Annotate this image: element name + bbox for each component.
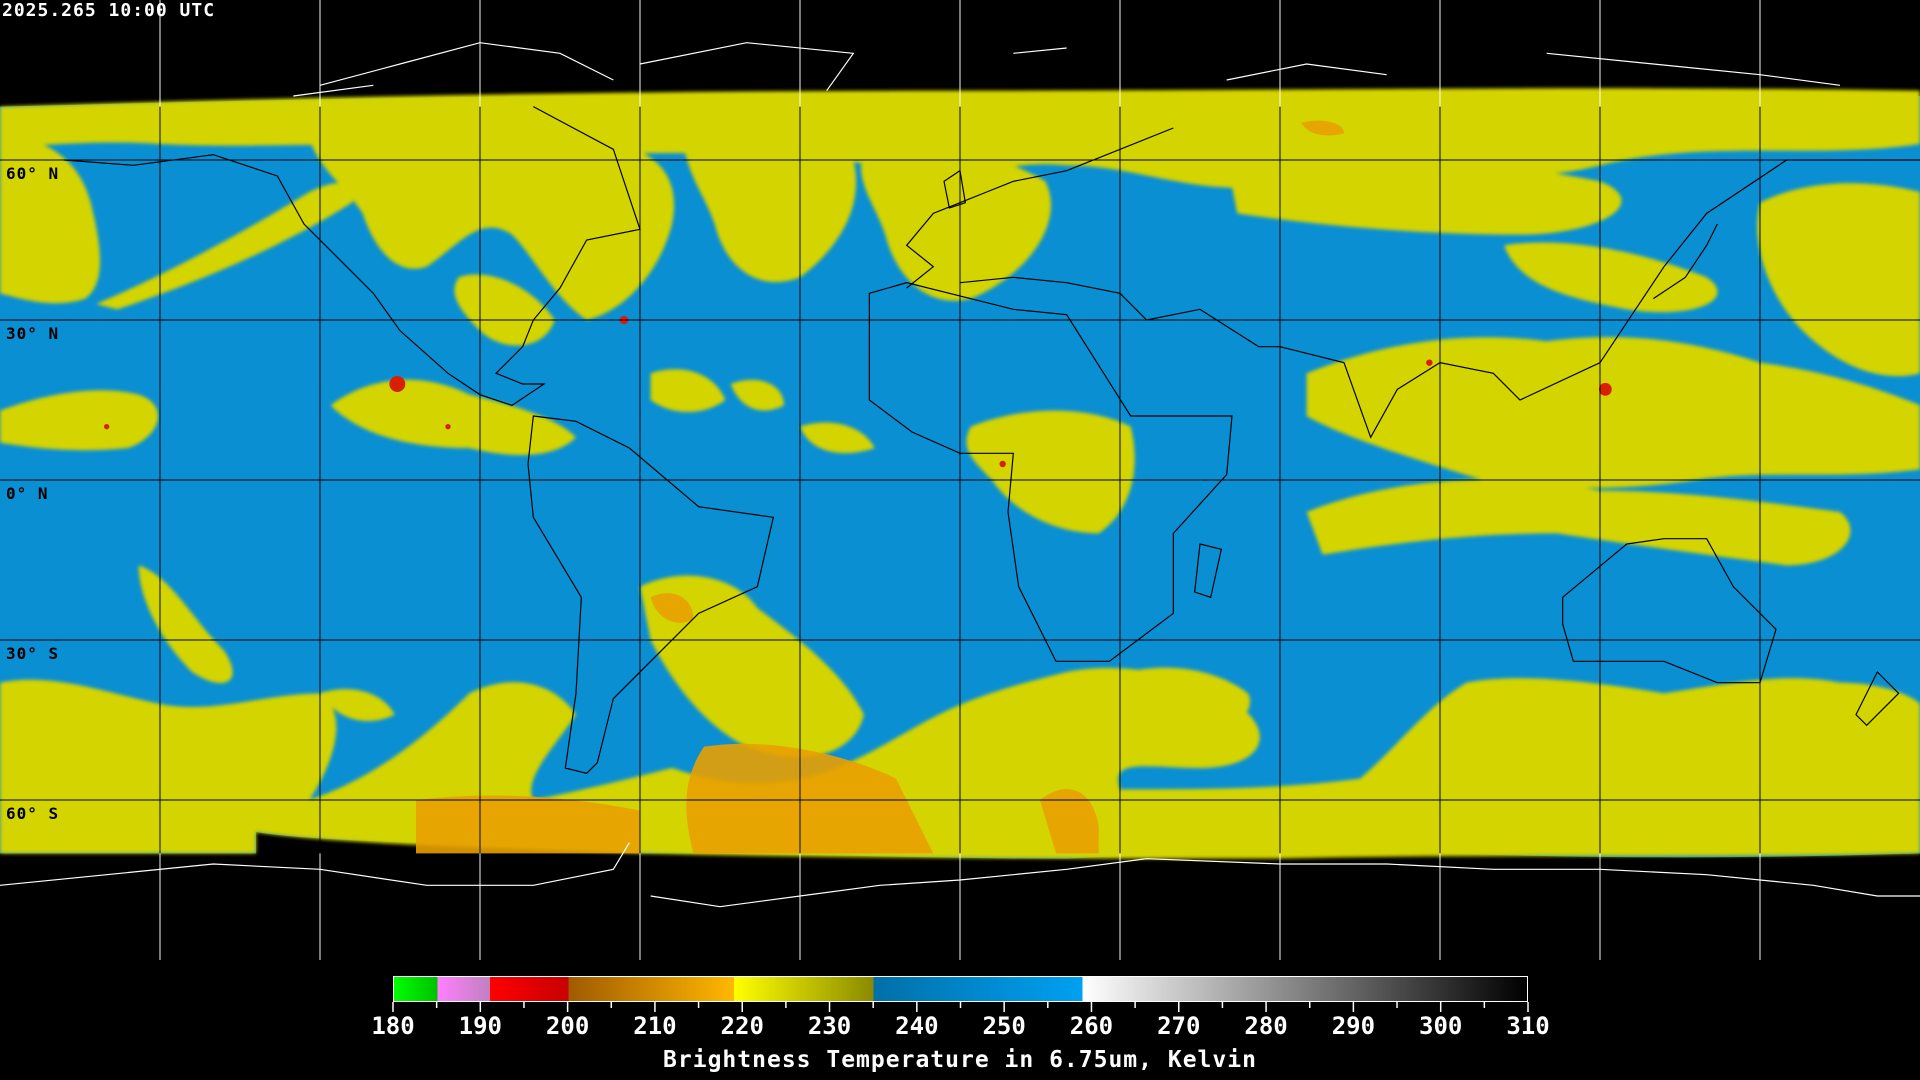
lat-label-equator: 0° N [6,484,49,503]
tick-label: 230 [807,1012,852,1040]
cloud-maritime-continent [1306,479,1851,566]
tick-label: 240 [895,1012,939,1040]
cloud-south-indian [1098,667,1251,736]
tick-label: 280 [1244,1012,1288,1040]
tick-label: 250 [982,1012,1026,1040]
lat-label-60s: 60° S [6,804,60,823]
convective-cell [1426,359,1433,366]
tick-label: 260 [1069,1012,1114,1040]
cloud-south-america-atlantic [640,575,864,758]
cloud-siberia [1226,155,1622,235]
cold-cloud-tops [416,120,1344,854]
satellite-map [0,0,1920,960]
coast-new-zealand [1855,671,1900,727]
lat-label-60n: 60° N [6,164,60,183]
cloud-africa [966,410,1135,534]
colorbar [393,976,1528,1002]
cold-south-america [650,593,694,623]
tick-label: 310 [1506,1012,1550,1040]
cloud-atlantic-itcz [650,369,875,454]
lat-label-30n: 30° N [6,324,60,343]
graticule [159,0,1761,960]
cloud-central-america [330,379,576,456]
convective-cell [104,424,110,430]
cloud-north-atlantic [682,126,857,283]
coast-madagascar [1194,543,1223,599]
cloud-south-pacific-streak [138,565,233,684]
cold-siberia [1301,120,1344,136]
tick-label: 300 [1419,1012,1463,1040]
timestamp: 2025.265 10:00 UTC [2,0,216,21]
coast-japan [1653,223,1718,300]
cloud-europe [861,145,1051,301]
coast-uk [943,169,966,209]
convective-cell [999,460,1006,468]
tick-label: 200 [545,1012,590,1040]
coast-africa [868,282,1233,662]
tick-label: 220 [720,1012,764,1040]
cloud-north-america [309,130,675,320]
tick-label: 290 [1331,1012,1376,1040]
lat-label-30s: 30° S [6,644,60,663]
tick-label: 270 [1157,1012,1201,1040]
cloud-mid-pacific-south [320,689,395,722]
tick-label: 210 [633,1012,677,1040]
cloud-asia-monsoon [1306,337,1920,488]
tick-label: 190 [458,1012,502,1040]
coast-south-america [527,415,775,774]
cold-antarctic-margin [416,743,1099,854]
tick-label: 180 [371,1012,415,1040]
cloud-ne-pacific [0,137,100,304]
hurricane-core-east-pacific [389,376,406,392]
typhoon-core-west-pacific [1598,382,1612,396]
cloud-nw-pacific-swirl [1757,183,1920,377]
convective-cell [445,424,451,430]
cloud-east-pacific [0,390,158,451]
coast-north-america [63,106,641,406]
cloud-jet-streak [96,182,355,310]
cloud-east-asia [1504,242,1718,313]
colorbar-title: Brightness Temperature in 6.75um, Kelvin [663,1047,1257,1073]
